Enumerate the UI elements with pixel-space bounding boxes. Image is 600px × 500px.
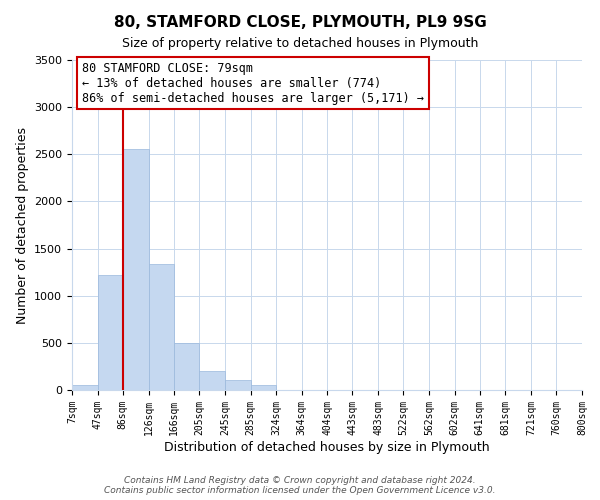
Bar [149, 264, 174, 390]
Text: 80 STAMFORD CLOSE: 79sqm
← 13% of detached houses are smaller (774)
86% of semi-: 80 STAMFORD CLOSE: 79sqm ← 13% of detach… [82, 62, 424, 104]
X-axis label: Distribution of detached houses by size in Plymouth: Distribution of detached houses by size … [164, 440, 490, 454]
Bar [98, 275, 123, 390]
Bar [72, 386, 98, 390]
Y-axis label: Number of detached properties: Number of detached properties [16, 126, 29, 324]
Text: 80, STAMFORD CLOSE, PLYMOUTH, PL9 9SG: 80, STAMFORD CLOSE, PLYMOUTH, PL9 9SG [113, 15, 487, 30]
Text: Contains HM Land Registry data © Crown copyright and database right 2024.
Contai: Contains HM Land Registry data © Crown c… [104, 476, 496, 495]
Bar [174, 343, 199, 390]
Bar [199, 371, 225, 390]
Bar [251, 386, 276, 390]
Text: Size of property relative to detached houses in Plymouth: Size of property relative to detached ho… [122, 38, 478, 51]
Bar [123, 148, 149, 390]
Bar [225, 380, 251, 390]
